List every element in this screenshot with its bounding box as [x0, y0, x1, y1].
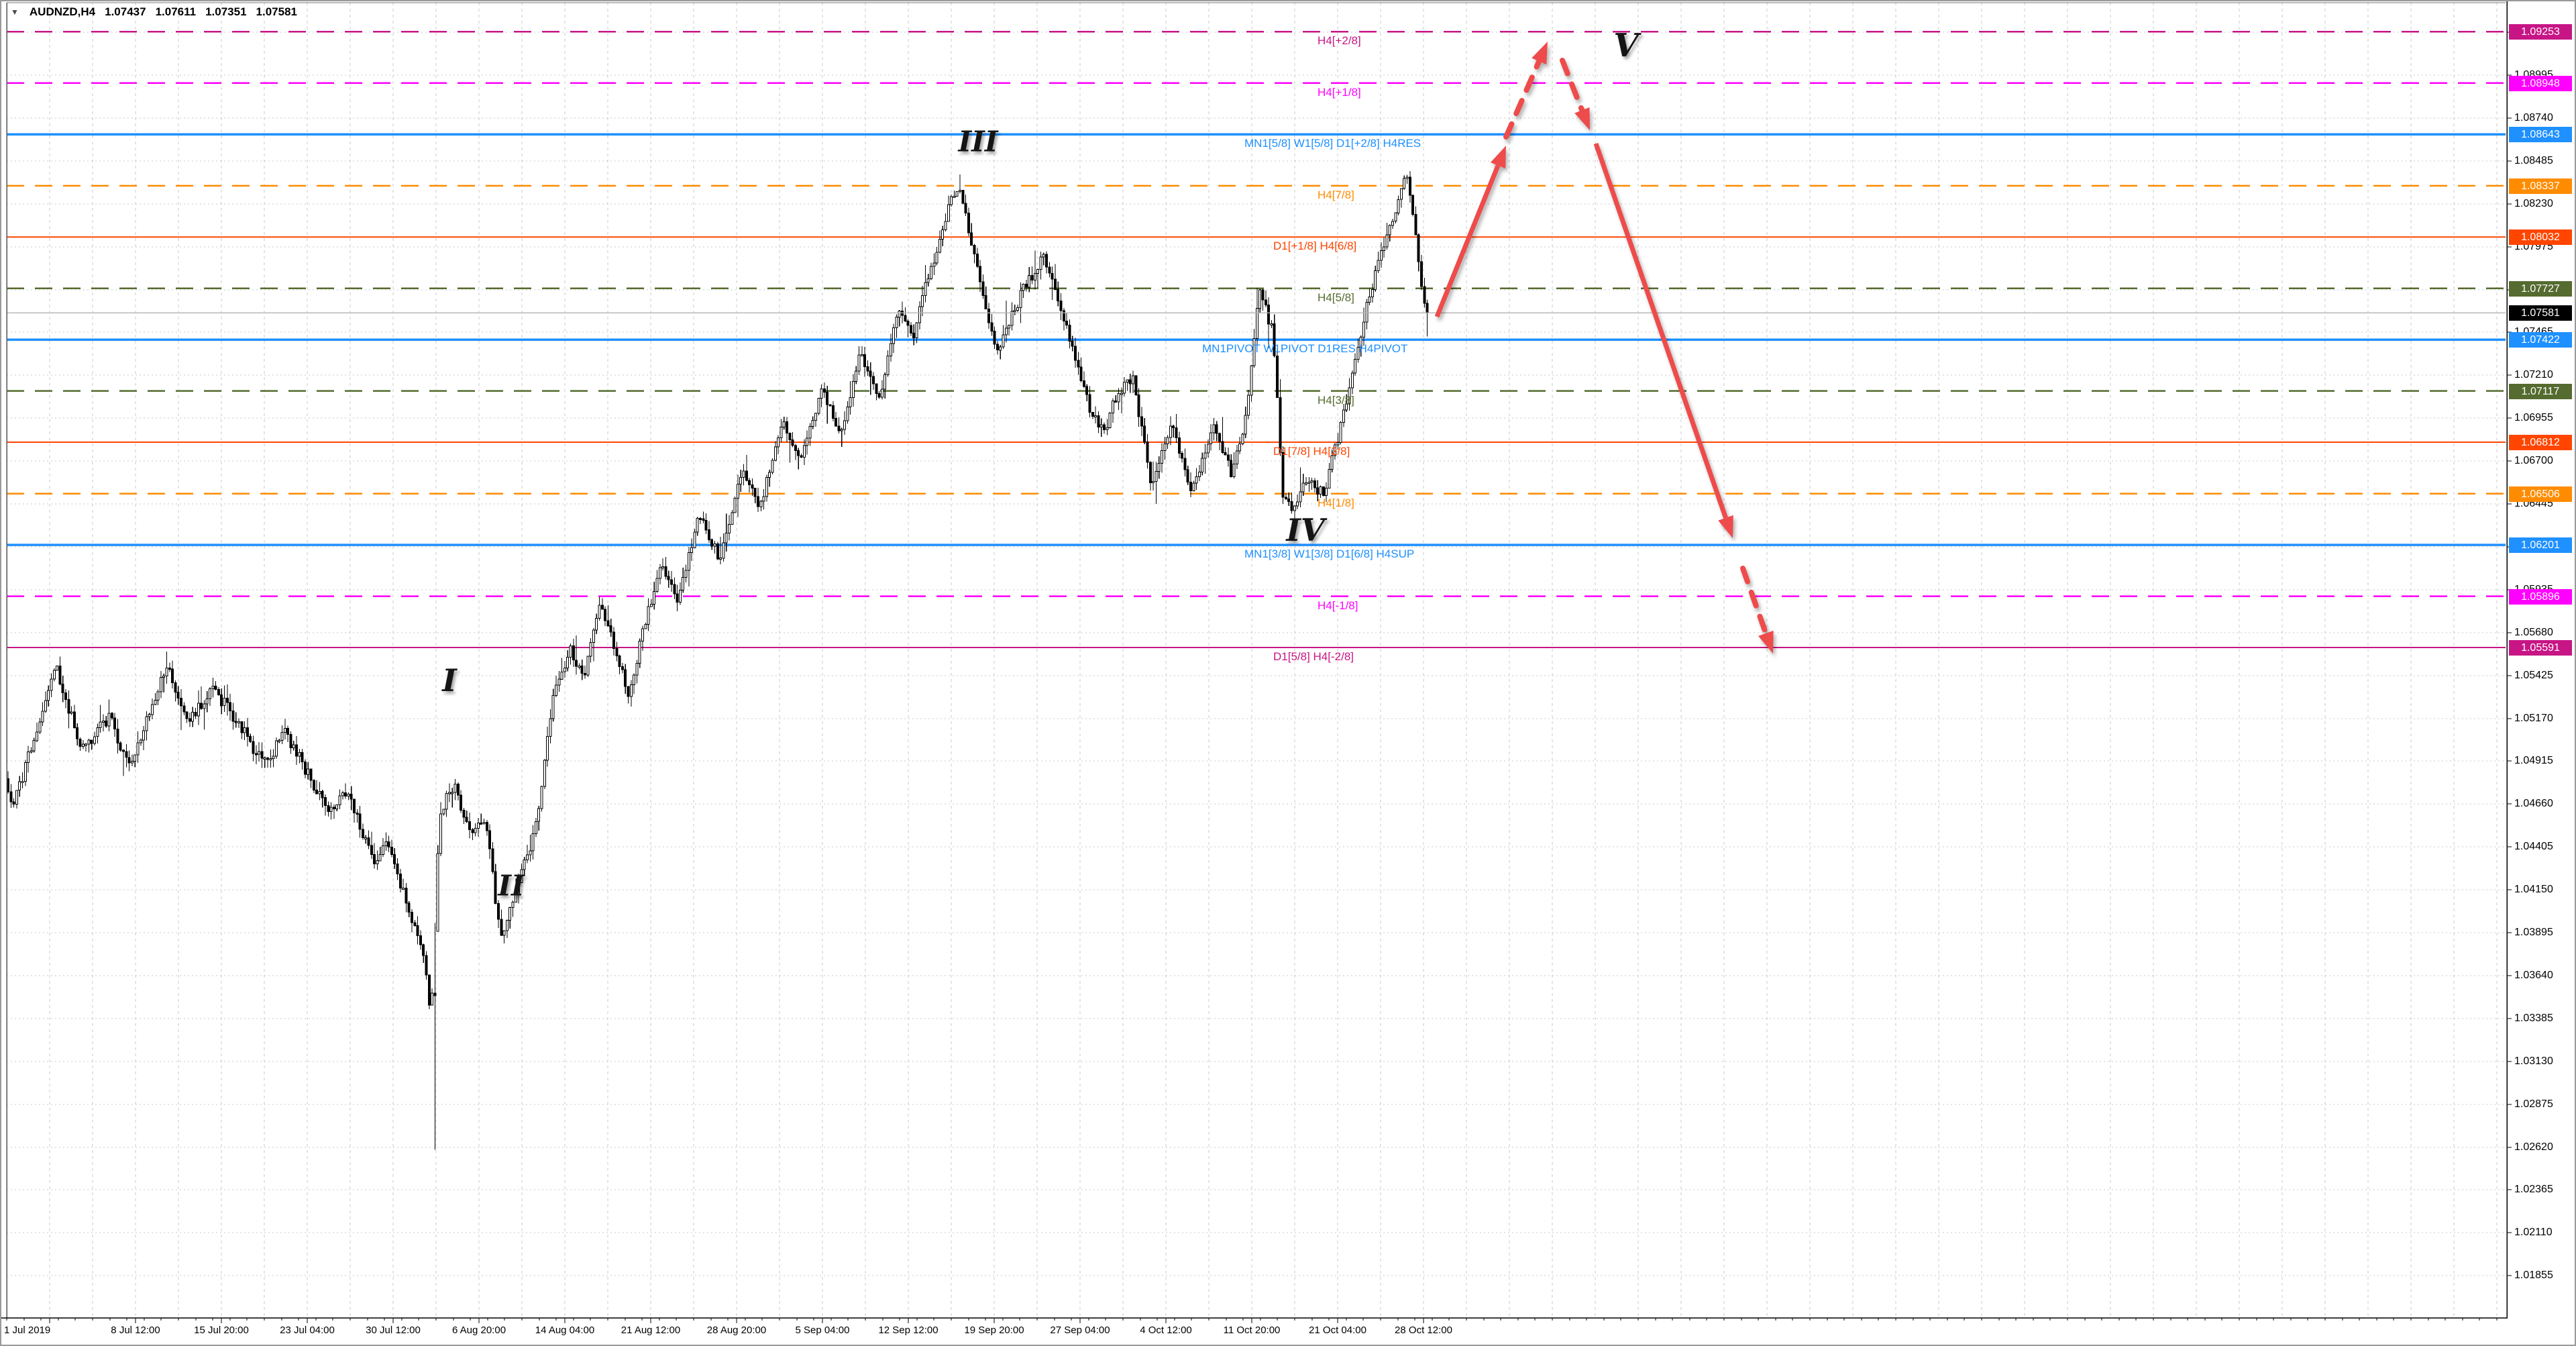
price-tick-label: 1.03130: [2514, 1055, 2553, 1067]
wave-label-I: I: [442, 662, 457, 698]
price-badge: 1.08032: [2509, 229, 2572, 246]
chart-symbol-period: AUDNZD,H4: [29, 5, 96, 18]
time-tick-label: 23 Jul 04:00: [280, 1325, 335, 1336]
price-badge: 1.09253: [2509, 24, 2572, 40]
ohlc-close: 1.07581: [256, 5, 297, 18]
level-line-label: MN1[3/8] W1[3/8] D1[6/8] H4SUP: [1244, 548, 1415, 561]
time-tick-label: 21 Oct 04:00: [1309, 1325, 1366, 1336]
price-tick-label: 1.08740: [2514, 111, 2553, 123]
price-tick-label: 1.04915: [2514, 755, 2553, 767]
price-tick-label: 1.08485: [2514, 154, 2553, 166]
price-badge: 1.06812: [2509, 435, 2572, 451]
price-badge: 1.07117: [2509, 383, 2572, 399]
price-tick-label: 1.03385: [2514, 1012, 2553, 1024]
price-badge: 1.08337: [2509, 178, 2572, 194]
time-tick-label: 12 Sep 12:00: [878, 1325, 938, 1336]
wave-label-II: II: [498, 869, 525, 902]
price-badge: 1.08643: [2509, 127, 2572, 143]
level-line-label: MN1PIVOT W1PIVOT D1RES H4PIVOT: [1202, 342, 1408, 356]
price-badge: 1.07727: [2509, 280, 2572, 297]
time-tick-label: 27 Sep 04:00: [1050, 1325, 1110, 1336]
price-tick-label: 1.05425: [2514, 669, 2553, 681]
time-tick-label: 15 Jul 20:00: [194, 1325, 249, 1336]
level-line-label: H4[3/8]: [1318, 393, 1354, 407]
time-tick-label: 30 Jul 12:00: [366, 1325, 421, 1336]
price-tick-label: 1.03640: [2514, 969, 2553, 981]
price-badge: 1.07422: [2509, 332, 2572, 348]
time-tick-label: 5 Sep 04:00: [795, 1325, 850, 1336]
level-line-label: H4[1/8]: [1318, 496, 1354, 509]
level-line-label: D1[5/8] H4[-2/8]: [1273, 650, 1354, 663]
chart-dropdown-icon[interactable]: ▼: [11, 7, 19, 17]
price-axis[interactable]: [2508, 1, 2575, 1345]
wave-label-III: III: [958, 125, 998, 158]
time-tick-label: 8 Jul 12:00: [111, 1325, 160, 1336]
ohlc-open: 1.07437: [105, 5, 146, 18]
price-tick-label: 1.01855: [2514, 1270, 2553, 1282]
price-tick-label: 1.08230: [2514, 197, 2553, 209]
price-tick-label: 1.02365: [2514, 1184, 2553, 1196]
time-tick-label: 28 Oct 12:00: [1395, 1325, 1452, 1336]
time-tick-label: 14 Aug 04:00: [535, 1325, 595, 1336]
ohlc-low: 1.07351: [205, 5, 247, 18]
time-tick-label: 28 Aug 20:00: [706, 1325, 767, 1336]
level-line-label: H4[5/8]: [1318, 291, 1354, 304]
price-badge: 1.08948: [2509, 75, 2572, 91]
price-tick-label: 1.05680: [2514, 626, 2553, 638]
wave-label-V: V: [1613, 27, 1639, 64]
price-tick-label: 1.06955: [2514, 412, 2553, 424]
price-badge: 1.05591: [2509, 640, 2572, 656]
wave-label-IV: IV: [1286, 512, 1325, 548]
level-line-label: H4[+2/8]: [1318, 34, 1361, 48]
price-badge: 1.06201: [2509, 537, 2572, 554]
time-tick-label: 1 Jul 2019: [4, 1325, 51, 1336]
level-line-label: MN1[5/8] W1[5/8] D1[+2/8] H4RES: [1244, 137, 1421, 150]
time-tick-label: 11 Oct 20:00: [1223, 1325, 1281, 1336]
level-line-label: H4[7/8]: [1318, 188, 1354, 201]
price-tick-label: 1.02620: [2514, 1141, 2553, 1153]
level-line-label: H4[+1/8]: [1318, 85, 1361, 99]
time-tick-label: 19 Sep 20:00: [964, 1325, 1024, 1336]
price-tick-label: 1.06700: [2514, 455, 2553, 467]
level-line-label: D1[7/8] H4[2/8]: [1273, 445, 1350, 458]
price-tick-label: 1.02875: [2514, 1098, 2553, 1110]
bid-price-badge: 1.07581: [2509, 305, 2572, 321]
price-tick-label: 1.05170: [2514, 712, 2553, 724]
price-badge: 1.06506: [2509, 486, 2572, 502]
price-tick-label: 1.04405: [2514, 841, 2553, 853]
ohlc-high: 1.07611: [155, 5, 197, 18]
price-tick-label: 1.02110: [2514, 1227, 2553, 1239]
time-tick-label: 6 Aug 20:00: [451, 1325, 506, 1336]
price-tick-label: 1.03895: [2514, 927, 2553, 938]
chart-title-bar: ▼ AUDNZD,H4 1.07437 1.07611 1.07351 1.07…: [11, 5, 297, 19]
price-badge: 1.05896: [2509, 588, 2572, 605]
price-tick-label: 1.04660: [2514, 798, 2553, 810]
time-axis[interactable]: [1, 1318, 2575, 1345]
price-tick-label: 1.07210: [2514, 369, 2553, 381]
time-tick-label: 4 Oct 12:00: [1140, 1325, 1192, 1336]
time-tick-label: 21 Aug 12:00: [621, 1325, 681, 1336]
price-tick-label: 1.04150: [2514, 884, 2553, 896]
level-line-label: H4[-1/8]: [1318, 599, 1358, 612]
level-line-label: D1[+1/8] H4[6/8]: [1273, 240, 1357, 253]
